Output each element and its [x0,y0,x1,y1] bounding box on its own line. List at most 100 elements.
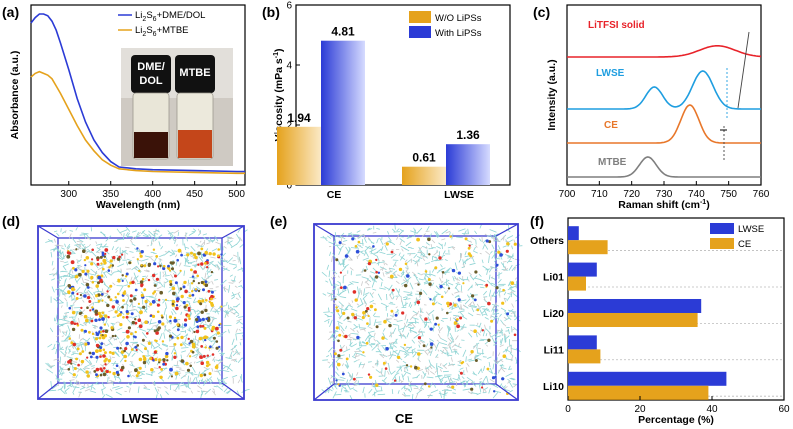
d-box-atom [161,340,165,343]
e-box-atom [467,252,471,256]
d-box-atom [103,367,106,370]
e-box-atom [495,263,499,267]
d-box-atom [160,314,164,317]
panel-a-axes [30,4,246,186]
d-box-atom [114,334,117,338]
e-box-atom [334,298,337,301]
d-box-atom [210,297,213,301]
d-box-atom [124,275,128,278]
d-box-atom [203,326,207,330]
d-box-atom [200,356,203,359]
e-box-atom [367,373,371,376]
d-box-atom [169,261,173,265]
e-box-atom [346,316,350,320]
d-box-atom [101,253,105,257]
d-box-atom [204,346,207,349]
c-xtick-label: 740 [688,189,705,200]
d-box-atom [162,362,166,366]
c-trace-4 [567,156,761,178]
d-box-atom [130,348,134,351]
d-box-atom [200,361,204,366]
vial-left-label-1: DME/ [137,61,165,73]
d-box-atom [134,330,137,334]
b-bar-ce-1 [277,126,321,185]
d-box-atom [186,368,191,372]
e-box-atom [481,329,484,332]
d-box-atom [68,337,72,340]
e-box-atom [417,336,421,340]
d-box-edge [221,382,245,400]
d-box-atom [141,338,145,342]
d-box-atom [109,259,113,263]
d-box-atom [102,354,106,358]
e-box-atom [447,305,450,308]
d-box-atom [114,296,117,299]
d-box-atom [195,318,199,322]
d-box-atom [201,299,205,303]
d-box-atom [116,257,121,261]
e-box-atom [457,271,461,275]
e-box-atom [381,336,385,340]
d-box-atom [156,303,160,307]
d-box-atom [192,279,195,283]
d-box-atom [95,332,100,337]
d-box-atom [70,320,74,325]
e-box-atom [423,382,427,386]
e-box-atom [494,375,497,378]
d-box-atom [174,281,178,285]
e-box-atom [405,364,409,367]
d-box-atom [70,341,74,345]
d-box-atom [142,360,147,365]
d-box-atom [101,299,104,302]
d-box-atom [71,291,75,295]
d-box-atom [166,359,169,362]
b-data-label: 1.36 [456,128,480,142]
e-box-atom [414,365,418,370]
e-box-atom [502,354,507,359]
e-box-atom [447,287,451,290]
d-box-atom [91,351,96,356]
d-box-atom [100,274,104,278]
d-box-atom [208,363,211,366]
d-box-atom [162,264,166,268]
d-box-atom [76,347,80,351]
d-box-atom [121,274,124,277]
d-box-atom [185,303,189,307]
e-box-atom [446,301,450,306]
d-box-atom [138,324,143,329]
e-box-atom [435,316,439,320]
e-box-atom [487,338,491,342]
d-box-atom [134,288,138,292]
b-data-label: 4.81 [331,25,355,39]
d-box-atom [169,283,173,286]
d-box-atom [204,338,207,342]
c-xtick-label: 700 [559,189,576,200]
d-box-atom [200,247,204,251]
e-box-atom [353,377,356,381]
e-box-atom [398,267,403,272]
legend-f-swatch-2 [710,238,734,249]
legend-b-swatch-2 [409,26,431,38]
d-box-atom [140,293,144,297]
d-box-atom [153,329,157,333]
d-box-atom [102,372,107,377]
d-box-atom [108,266,111,269]
e-box-front-face [313,223,519,401]
a-xtick-label: 400 [144,189,161,200]
d-box-atom [103,351,107,355]
d-box-atom [75,357,78,361]
d-box-atom [135,374,139,378]
f-xtick-label: 20 [634,404,646,415]
trace-label-lwse: LWSE [596,68,625,79]
d-box-atom [217,248,220,251]
d-box-atom [103,359,107,363]
d-box-atom [151,299,156,304]
d-box-atom [118,312,122,317]
d-box-atom [173,316,177,320]
d-box-atom [99,330,103,334]
d-box-atom [191,350,195,354]
e-box-atom [335,258,339,262]
d-box-atom [139,280,144,284]
d-box-atom [99,355,102,358]
b-category-label: CE [327,189,342,201]
